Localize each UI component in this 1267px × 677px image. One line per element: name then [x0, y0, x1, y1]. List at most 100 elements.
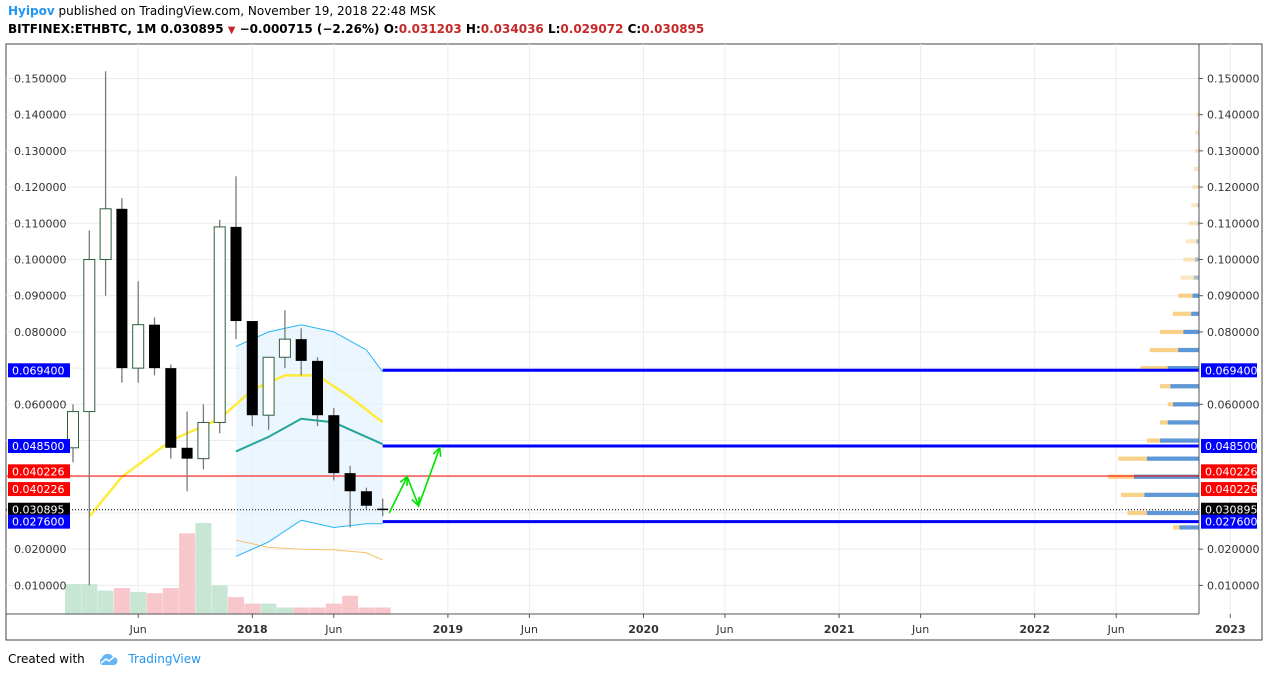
last-price: 0.030895: [160, 22, 224, 36]
volume-profile-row-up: [1196, 112, 1199, 117]
price-label-left-box: [8, 514, 70, 529]
x-tick-label: 2018: [237, 623, 268, 636]
candle-body: [67, 411, 79, 449]
volume-bar: [113, 588, 130, 614]
volume-bar: [211, 585, 228, 614]
y-tick-label-right: 0.080000: [1207, 326, 1260, 339]
price-label-right-text: 0.069400: [1205, 364, 1258, 377]
candle-body: [213, 226, 226, 423]
volume-bar: [179, 533, 196, 614]
forecast-path: [388, 447, 441, 514]
created-with-text: Created with: [8, 652, 85, 666]
volume-profile-row-down: [1167, 366, 1199, 371]
price-label-right-box: [1201, 363, 1257, 378]
volume-bar: [342, 595, 359, 614]
symbol-info: BITFINEX:ETHBTC, 1M 0.030895 ▼ −0.000715…: [8, 22, 704, 36]
candle-body: [99, 208, 112, 260]
price-label-right-text: 0.030895: [1205, 504, 1258, 517]
candle-body: [181, 447, 193, 459]
price-label-right-text: 0.040226: [1205, 483, 1258, 496]
volume-profile-row-up: [1186, 239, 1199, 244]
volume-profile-row-down: [1183, 329, 1199, 335]
price-label-right-box: [1201, 502, 1257, 517]
price-label-right-box: [1201, 464, 1257, 479]
arrow-head-2: [411, 496, 421, 508]
author-name[interactable]: Hyipov: [8, 4, 55, 18]
candle-body: [165, 368, 177, 448]
price-label-right-text: 0.040226: [1205, 465, 1258, 478]
candle-body: [149, 324, 160, 369]
y-tick-label-left: 0.060000: [14, 398, 67, 411]
volume-profile-row-down: [1197, 203, 1199, 208]
close-value: 0.030895: [641, 22, 705, 36]
symbol-title: BITFINEX:ETHBTC, 1M: [8, 22, 157, 36]
volume-profile-row-down: [1160, 438, 1199, 443]
volume-bar: [293, 607, 310, 614]
volume-profile-row-up: [1195, 130, 1199, 135]
volume-bar: [358, 607, 375, 614]
candle-body: [83, 259, 96, 413]
volume-profile-row-down: [1170, 384, 1199, 389]
high-label: H:: [465, 22, 481, 36]
candle-body: [197, 421, 210, 460]
x-tick-label: 2021: [824, 623, 855, 636]
y-tick-label-left: 0.140000: [14, 109, 67, 122]
volume-profile-row-down: [1144, 492, 1199, 497]
y-tick-label-left: 0.120000: [14, 181, 67, 194]
y-axis-left[interactable]: 0.150000 0.140000 0.130000 0.120000 0.110000…: [14, 72, 67, 592]
volume-bar: [130, 591, 147, 614]
price-label-left-box: [8, 438, 70, 453]
candle-body: [377, 508, 389, 511]
volume-bar: [276, 607, 293, 614]
volume-bar: [81, 584, 98, 614]
volume-bars: [65, 523, 391, 614]
volume-profile-row-down: [1195, 257, 1199, 262]
candle-body: [116, 208, 128, 369]
candle-body: [262, 356, 275, 416]
publish-info: Hyipov published on TradingView.com, Nov…: [8, 4, 436, 18]
volume-profile-row-down: [1147, 510, 1199, 516]
volume-profile-row-up: [1191, 203, 1199, 208]
open-value: 0.031203: [398, 22, 462, 36]
volume-bar: [228, 597, 244, 614]
volume-bar: [260, 603, 277, 614]
volume-bar: [162, 588, 179, 614]
x-tick-label: 2020: [628, 623, 659, 636]
y-tick-label-right: 0.060000: [1207, 398, 1260, 411]
price-label-left-text: 0.040226: [12, 483, 65, 496]
y-tick-label-left: 0.080000: [14, 326, 67, 339]
arrow-head-3: [432, 446, 442, 457]
x-tick-label: 2023: [1215, 623, 1246, 636]
level-lines[interactable]: [6, 368, 1199, 524]
volume-bar: [65, 584, 81, 614]
x-tick-label: 2019: [433, 623, 464, 636]
volume-profile-row-down: [1192, 293, 1199, 298]
volume-profile-row-down: [1193, 275, 1199, 280]
y-tick-label-right: 0.150000: [1207, 72, 1260, 85]
bollinger-lower-line: [235, 519, 383, 557]
volume-profile-row-up: [1195, 148, 1199, 153]
volume-profile-row-up: [1149, 347, 1199, 353]
y-tick-label-left: 0.150000: [14, 72, 67, 85]
volume-bar: [374, 607, 391, 614]
volume-profile-row-down: [1196, 239, 1199, 244]
volume-profile-row-up: [1178, 293, 1199, 298]
tradingview-link[interactable]: TradingView: [128, 652, 201, 666]
price-label-right-text: 0.027600: [1205, 516, 1258, 529]
y-tick-label-left: 0.020000: [14, 543, 67, 556]
volume-profile-row-up: [1193, 166, 1199, 172]
volume-profile-row-up: [1192, 184, 1199, 190]
volume-profile: [1108, 112, 1199, 530]
x-axis[interactable]: Jun 2018 Jun 2019 Jun 2020 Jun 2021 Jun 2022 Jun 20…: [129, 614, 1246, 636]
price-label-left-box: [8, 482, 70, 497]
y-tick-label-left: 0.010000: [14, 579, 67, 592]
price-change: −0.000715 (−2.26%): [239, 22, 380, 36]
volume-profile-row-up: [1188, 221, 1199, 226]
forecast-arrow[interactable]: [388, 446, 442, 514]
y-axis-right[interactable]: 0.150000 0.140000 0.130000 0.120000 0.110000…: [1199, 72, 1260, 592]
volume-bar: [97, 590, 114, 614]
volume-profile-row-down: [1134, 474, 1199, 479]
low-value: 0.029072: [560, 22, 624, 36]
volume-bar: [309, 607, 326, 614]
